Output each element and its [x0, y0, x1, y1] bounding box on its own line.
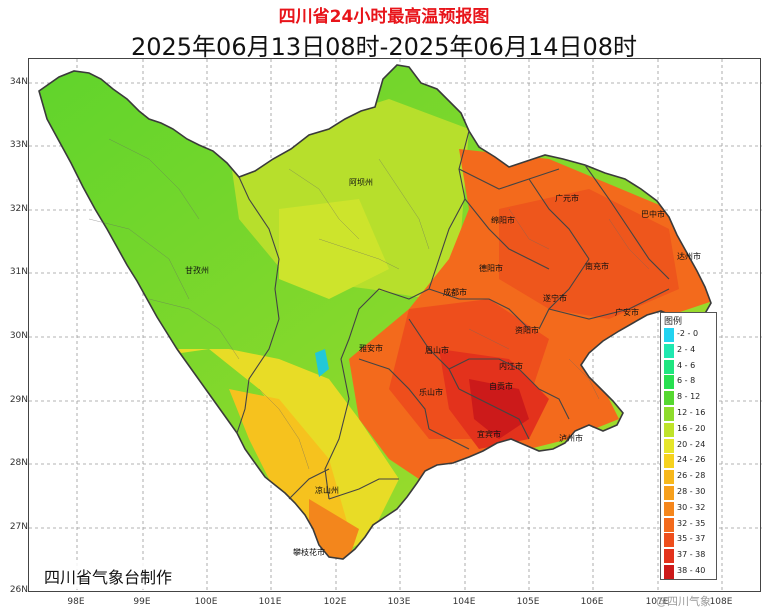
x-tick-label: 103E [387, 597, 411, 607]
legend-label: 26 - 28 [677, 471, 706, 481]
city-label: 阿坝州 [349, 178, 373, 187]
legend-swatch [664, 549, 674, 564]
map-title: 四川省24小时最高温预报图 [278, 7, 490, 27]
legend-label: -2 - 0 [677, 329, 699, 338]
legend-label: 38 - 40 [677, 566, 706, 575]
map-frame: 阿坝州 甘孜州 广元市 巴中市 绵阳市 南充市 达州市 德阳市 成都市 遂宁市 … [28, 58, 762, 593]
city-label: 德阳市 [479, 263, 503, 273]
city-label: 遂宁市 [543, 293, 567, 303]
y-tick-label: 34N [9, 77, 28, 87]
x-tick-label: 104E [452, 597, 476, 607]
city-label: 甘孜州 [185, 265, 209, 275]
city-label: 广安市 [615, 307, 639, 317]
legend-label: 28 - 30 [677, 487, 706, 496]
city-label: 内江市 [499, 361, 523, 371]
x-tick-label: 102E [323, 597, 347, 607]
legend-label: 35 - 37 [677, 534, 706, 544]
legend-label: 2 - 4 [677, 344, 696, 354]
city-label: 成都市 [443, 287, 467, 297]
y-tick-label: 31N [9, 267, 28, 277]
y-tick-label: 32N [9, 204, 28, 214]
legend-label: 12 - 16 [677, 408, 706, 417]
legend-label: 4 - 6 [677, 360, 696, 370]
legend-swatch [664, 470, 674, 485]
legend-swatch [664, 391, 674, 406]
city-label: 泸州市 [559, 433, 583, 443]
legend-swatch [664, 565, 674, 579]
city-label: 雅安市 [359, 343, 383, 353]
prefecture-boundaries [236, 130, 670, 500]
credit-text: 四川省气象台制作 [40, 563, 177, 589]
city-label: 攀枝花市 [293, 547, 325, 557]
city-label: 绵阳市 [491, 215, 515, 225]
legend-label: 20 - 24 [677, 439, 706, 449]
legend-title: 图例 [664, 317, 683, 327]
legend-swatch [664, 407, 674, 421]
legend-swatch [664, 501, 674, 516]
legend-swatch [664, 438, 674, 453]
temperature-field [39, 65, 711, 559]
legend-swatch [664, 486, 674, 500]
legend-label: 16 - 20 [677, 423, 706, 433]
legend-swatch [664, 533, 674, 548]
legend: 图例 -2 - 0 2 - 4 4 - 6 6 - 8 8 - 12 12 - 16 16 … [660, 312, 717, 580]
map-canvas: 阿坝州 甘孜州 广元市 巴中市 绵阳市 南充市 达州市 德阳市 成都市 遂宁市 … [29, 59, 762, 593]
city-label: 眉山市 [425, 345, 449, 355]
x-tick-label: 101E [258, 597, 282, 607]
x-tick-label: 98E [67, 597, 85, 607]
city-label: 资阳市 [515, 325, 539, 335]
y-tick-label: 33N [9, 140, 28, 150]
city-label: 达州市 [677, 251, 701, 261]
x-tick-label: 105E [516, 597, 540, 607]
legend-label: 30 - 32 [677, 502, 706, 512]
y-tick-label: 26N [9, 585, 28, 595]
x-tick-label: 100E [194, 597, 218, 607]
legend-swatch [664, 343, 674, 358]
city-label: 乐山市 [419, 387, 443, 397]
legend-swatch [664, 517, 674, 532]
city-labels: 阿坝州 甘孜州 广元市 巴中市 绵阳市 南充市 达州市 德阳市 成都市 遂宁市 … [185, 178, 701, 557]
legend-swatch [664, 454, 674, 469]
city-label: 凉山州 [315, 485, 339, 495]
legend-label: 24 - 26 [677, 455, 706, 465]
city-label: 巴中市 [641, 209, 665, 219]
legend-swatch [664, 328, 674, 342]
x-tick-label: 106E [580, 597, 604, 607]
x-tick-label: 108E [709, 597, 733, 607]
legend-swatch [664, 375, 674, 390]
city-label: 广元市 [555, 193, 579, 203]
legend-label: 6 - 8 [677, 376, 696, 386]
legend-label: 37 - 38 [677, 550, 706, 560]
legend-swatch [664, 359, 674, 374]
city-label: 自贡市 [489, 381, 513, 391]
legend-label: 8 - 12 [677, 392, 701, 402]
county-boundaries [88, 138, 650, 470]
city-label: 宜宾市 [477, 429, 501, 439]
map-subtitle: 2025年06月13日08时-2025年06月14日08时 [130, 33, 638, 61]
legend-label: 32 - 35 [677, 518, 706, 528]
city-label: 南充市 [585, 261, 609, 271]
y-tick-label: 27N [9, 522, 28, 532]
y-tick-label: 29N [9, 395, 28, 405]
province-boundary [38, 64, 712, 560]
watermark: @四川气象 [656, 595, 711, 608]
x-tick-label: 107E [645, 597, 669, 607]
y-tick-label: 28N [9, 458, 28, 468]
legend-swatch [664, 422, 674, 437]
y-tick-label: 30N [9, 331, 28, 341]
x-tick-label: 99E [133, 597, 151, 607]
